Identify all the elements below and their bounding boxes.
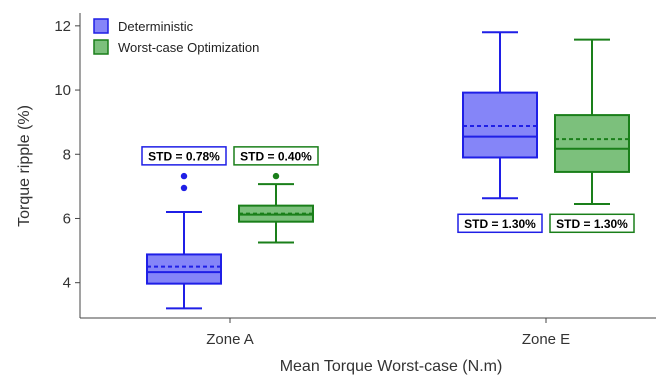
box-worst-case-optimization-zone-a: STD = 0.40% [233,146,319,244]
std-label: STD = 0.40% [240,149,312,163]
y-tick-label: 12 [54,18,71,35]
y-tick-label: 10 [54,82,71,99]
y-axis-label: Torque ripple (%) [16,105,33,227]
legend-background [84,15,282,67]
box-deterministic-zone-a: STD = 0.78% [141,146,227,310]
box-worst-case-optimization-zone-e: STD = 1.30% [549,38,635,234]
x-tick-label: Zone E [522,331,570,348]
std-label: STD = 0.78% [148,149,220,163]
y-axis-ticks: 4 6 8 10 12 [54,18,80,292]
x-tick-label: Zone A [206,331,254,348]
outlier-point [272,172,280,180]
outlier-point [180,172,188,180]
y-tick-label: 4 [63,275,71,292]
std-label: STD = 1.30% [556,217,628,231]
plot-area: STD = 0.78% STD = 1.30% STD = 0.40% STD = 1… [141,31,635,310]
iqr-box [554,114,630,173]
x-axis-ticks: Zone A Zone E [206,318,570,348]
legend-label-deterministic: Deterministic [118,19,194,34]
outlier-point [180,184,188,192]
x-axis-label: Mean Torque Worst-case (N.m) [280,358,503,375]
box-deterministic-zone-e: STD = 1.30% [457,31,543,234]
std-label-box [141,146,227,166]
y-tick-label: 6 [63,210,71,227]
std-label-box [457,213,543,234]
legend: Deterministic Worst-case Optimization [84,15,282,67]
std-label-box [233,146,319,166]
y-tick-label: 8 [63,146,71,163]
std-label: STD = 1.30% [464,217,536,231]
iqr-box [146,253,222,285]
legend-label-worst-case-optimization: Worst-case Optimization [118,40,259,55]
legend-swatch-worst-case-optimization [93,39,109,55]
std-label-box [549,213,635,234]
legend-swatch-deterministic [93,18,109,34]
